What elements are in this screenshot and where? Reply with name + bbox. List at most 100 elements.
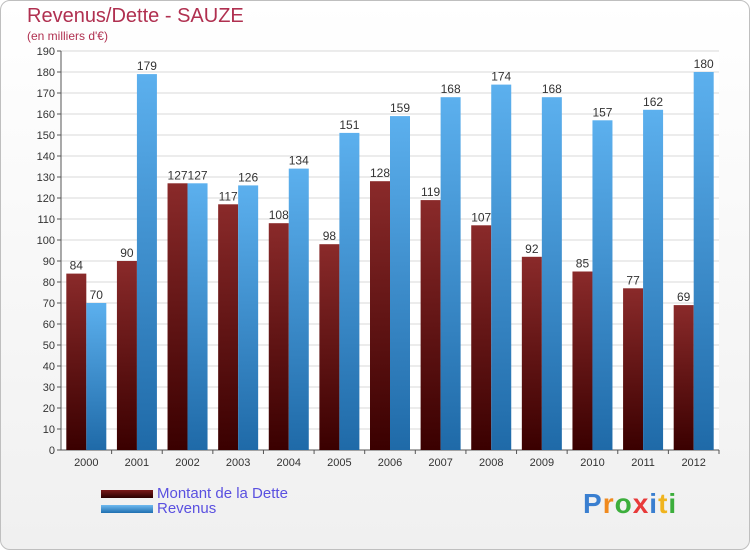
label-revenus: 134 [289, 154, 309, 168]
label-dette: 90 [120, 246, 134, 260]
y-tick-label: 0 [49, 445, 55, 457]
proxiti-logo: Proxiti [583, 488, 677, 520]
legend-label-revenus: Revenus [157, 500, 217, 517]
y-tick-label: 50 [43, 340, 55, 352]
logo-letter: x [632, 488, 650, 519]
bar-revenus [643, 109, 664, 451]
bar-dette [268, 223, 289, 450]
bar-revenus [238, 185, 259, 450]
logo-letter: i [668, 488, 678, 519]
label-dette: 85 [576, 257, 590, 271]
bar-dette [420, 200, 441, 450]
legend-label-dette: Montant de la Dette [157, 485, 288, 502]
bar-dette [218, 204, 239, 450]
label-dette: 77 [626, 273, 640, 287]
x-tick-label: 2003 [226, 457, 250, 469]
x-tick-label: 2006 [378, 457, 402, 469]
chart-title: Revenus/Dette - SAUZE [27, 5, 244, 27]
logo-letter: P [583, 488, 603, 519]
bar-dette [116, 261, 137, 450]
x-tick-label: 2012 [681, 457, 705, 469]
bar-revenus [440, 97, 461, 450]
label-revenus: 151 [339, 118, 359, 132]
label-dette: 107 [471, 210, 491, 224]
label-dette: 117 [219, 189, 238, 203]
bar-dette [167, 183, 188, 451]
x-tick-label: 2010 [580, 457, 604, 469]
legend-item-revenus: Revenus [101, 500, 288, 517]
legend-swatch-revenus [101, 504, 153, 513]
chart-subtitle: (en milliers d'€) [27, 29, 108, 43]
bar-revenus [592, 120, 613, 451]
y-tick-label: 80 [43, 277, 55, 289]
x-tick-label: 2002 [175, 457, 199, 469]
label-dette: 69 [677, 290, 691, 304]
x-tick-label: 2008 [479, 457, 503, 469]
y-tick-label: 140 [37, 151, 55, 163]
label-revenus: 180 [694, 57, 714, 71]
y-tick-label: 30 [43, 382, 55, 394]
label-revenus: 179 [137, 59, 157, 73]
legend-swatch-dette [101, 489, 153, 498]
label-revenus: 159 [390, 101, 410, 115]
x-tick-label: 2004 [277, 457, 301, 469]
bar-revenus [390, 116, 410, 450]
label-dette: 92 [525, 242, 539, 256]
logo-letter: t [658, 488, 669, 519]
x-tick-label: 2009 [530, 457, 554, 469]
label-dette: 108 [269, 208, 289, 222]
label-dette: 119 [421, 185, 440, 199]
bar-revenus [693, 72, 714, 450]
label-revenus: 174 [491, 70, 511, 84]
y-tick-label: 90 [43, 256, 55, 268]
label-revenus: 157 [592, 105, 612, 119]
y-tick-label: 160 [37, 109, 55, 121]
label-revenus: 162 [643, 95, 663, 109]
y-tick-label: 70 [43, 298, 55, 310]
y-tick-label: 190 [37, 46, 55, 58]
logo-letter: o [614, 488, 633, 519]
bar-dette [471, 225, 492, 450]
bar-revenus [288, 168, 309, 450]
y-tick-label: 40 [43, 361, 55, 373]
y-tick-label: 100 [37, 235, 55, 247]
label-dette: 128 [370, 166, 390, 180]
legend-item-dette: Montant de la Dette [101, 485, 288, 502]
bar-dette [319, 244, 340, 450]
label-revenus: 168 [441, 82, 461, 96]
y-tick-label: 150 [37, 130, 55, 142]
x-tick-label: 2007 [428, 457, 452, 469]
bar-dette [623, 288, 644, 450]
x-tick-label: 2005 [327, 457, 351, 469]
bar-dette [572, 271, 593, 450]
label-dette: 127 [168, 168, 188, 182]
bar-revenus [136, 74, 157, 450]
legend: Montant de la Dette Revenus [101, 485, 288, 517]
bar-revenus [339, 132, 360, 450]
x-tick-label: 2000 [74, 457, 98, 469]
y-tick-label: 130 [37, 172, 55, 184]
y-tick-label: 10 [43, 424, 55, 436]
label-revenus: 70 [90, 288, 104, 302]
bar-dette [370, 181, 390, 450]
x-tick-label: 2011 [631, 457, 655, 469]
bar-revenus [541, 97, 562, 450]
bar-revenus [491, 84, 512, 450]
bar-revenus [86, 303, 107, 450]
bar-dette [66, 273, 87, 450]
logo-letter: i [649, 488, 659, 519]
logo-letter: r [602, 488, 615, 519]
x-tick-label: 2001 [125, 457, 149, 469]
y-tick-label: 170 [37, 88, 55, 100]
label-revenus: 126 [238, 170, 258, 184]
label-dette: 84 [70, 259, 84, 273]
bar-dette [673, 305, 694, 450]
bar-revenus [187, 183, 208, 451]
y-tick-label: 180 [37, 67, 55, 79]
bar-dette [521, 256, 542, 450]
y-tick-label: 110 [37, 214, 55, 226]
label-dette: 98 [323, 229, 337, 243]
label-revenus: 127 [188, 168, 208, 182]
